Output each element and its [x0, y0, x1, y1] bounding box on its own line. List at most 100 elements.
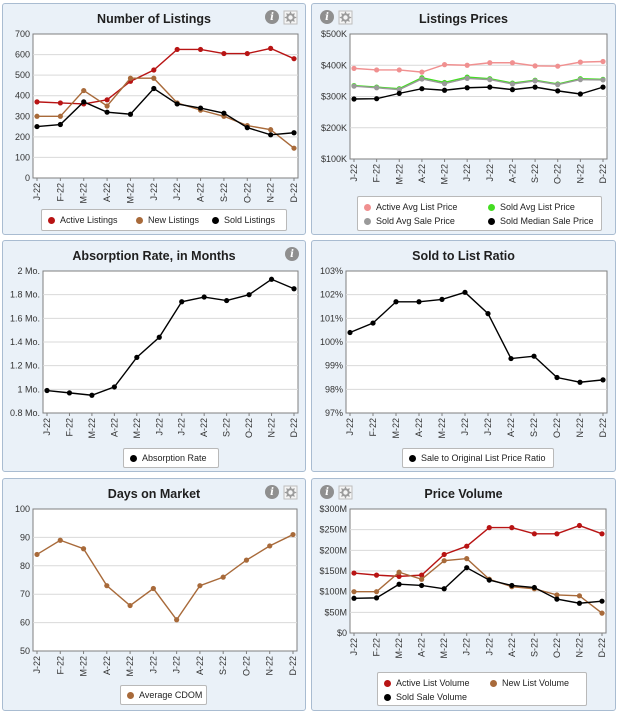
data-point[interactable] [197, 583, 203, 589]
data-point[interactable] [221, 110, 227, 116]
data-point[interactable] [244, 125, 250, 131]
data-point[interactable] [373, 595, 380, 601]
data-point[interactable] [370, 320, 376, 326]
help-icon[interactable]: i [320, 10, 334, 24]
data-point[interactable] [34, 99, 40, 105]
data-point[interactable] [224, 297, 230, 304]
data-point[interactable] [509, 582, 515, 589]
data-point[interactable] [419, 572, 425, 578]
data-point[interactable] [419, 86, 425, 92]
data-point[interactable] [34, 551, 40, 558]
data-point[interactable] [57, 113, 63, 119]
data-point[interactable] [151, 85, 157, 92]
data-point[interactable] [80, 546, 87, 552]
data-point[interactable] [104, 97, 110, 103]
data-point[interactable] [577, 379, 583, 385]
data-point[interactable] [221, 50, 227, 57]
data-point[interactable] [509, 81, 516, 87]
data-point[interactable] [44, 387, 50, 394]
data-point[interactable] [554, 374, 560, 381]
data-point[interactable] [197, 46, 204, 53]
data-point[interactable] [351, 65, 357, 71]
help-icon[interactable]: i [265, 10, 279, 24]
data-point[interactable] [290, 531, 296, 538]
data-point[interactable] [554, 592, 560, 598]
data-point[interactable] [34, 113, 40, 119]
data-point[interactable] [396, 569, 402, 575]
data-point[interactable] [111, 384, 117, 390]
data-point[interactable] [57, 100, 63, 106]
data-point[interactable] [134, 354, 140, 360]
data-point[interactable] [439, 296, 445, 302]
data-point[interactable] [577, 77, 583, 83]
data-point[interactable] [393, 299, 399, 305]
data-point[interactable] [487, 84, 493, 90]
data-point[interactable] [464, 543, 470, 549]
data-point[interactable] [396, 90, 402, 96]
data-point[interactable] [174, 617, 180, 623]
data-point[interactable] [441, 586, 447, 592]
legend-item[interactable]: Sale to Original List Price Ratio [409, 453, 546, 463]
data-point[interactable] [485, 311, 491, 317]
settings-icon[interactable] [283, 485, 298, 500]
data-point[interactable] [419, 76, 425, 82]
data-point[interactable] [201, 294, 207, 300]
data-point[interactable] [351, 83, 357, 89]
legend-item[interactable]: Sold Listings [212, 215, 275, 225]
legend-item[interactable]: Sold Sale Volume [384, 692, 467, 702]
data-point[interactable] [600, 58, 606, 65]
data-point[interactable] [243, 557, 250, 563]
data-point[interactable] [555, 63, 561, 69]
legend-item[interactable]: Sold Avg Sale Price [364, 216, 455, 226]
data-point[interactable] [577, 59, 583, 65]
data-point[interactable] [600, 77, 606, 83]
data-point[interactable] [464, 75, 470, 81]
help-icon[interactable]: i [320, 485, 334, 499]
data-point[interactable] [57, 121, 63, 128]
data-point[interactable] [291, 130, 297, 136]
data-point[interactable] [268, 132, 274, 138]
data-point[interactable] [576, 593, 583, 599]
data-point[interactable] [554, 596, 560, 602]
data-point[interactable] [291, 145, 297, 151]
data-point[interactable] [416, 299, 422, 305]
data-point[interactable] [127, 111, 134, 117]
settings-icon[interactable] [338, 10, 353, 25]
data-point[interactable] [374, 96, 380, 102]
legend-item[interactable]: Sold Median Sale Price [488, 216, 594, 226]
data-point[interactable] [509, 60, 516, 66]
data-point[interactable] [396, 87, 402, 93]
data-point[interactable] [156, 334, 162, 340]
data-point[interactable] [441, 62, 448, 68]
data-point[interactable] [531, 584, 537, 591]
data-point[interactable] [151, 67, 157, 73]
data-point[interactable] [555, 82, 561, 88]
data-point[interactable] [89, 392, 95, 398]
data-point[interactable] [351, 570, 357, 576]
data-point[interactable] [373, 589, 380, 595]
data-point[interactable] [462, 289, 468, 295]
data-point[interactable] [509, 525, 515, 531]
data-point[interactable] [531, 353, 537, 359]
data-point[interactable] [419, 582, 425, 589]
legend-item[interactable]: Absorption Rate [130, 453, 207, 463]
data-point[interactable] [396, 573, 402, 579]
data-point[interactable] [487, 77, 493, 83]
help-icon[interactable]: i [265, 485, 279, 499]
data-point[interactable] [419, 69, 425, 75]
data-point[interactable] [486, 525, 492, 531]
data-point[interactable] [66, 390, 73, 396]
data-point[interactable] [486, 577, 492, 583]
data-point[interactable] [34, 123, 40, 130]
legend-item[interactable]: Sold Avg List Price [488, 202, 575, 212]
legend-item[interactable]: Average CDOM [127, 690, 202, 700]
data-point[interactable] [396, 581, 402, 587]
data-point[interactable] [576, 600, 583, 606]
data-point[interactable] [555, 88, 561, 94]
data-point[interactable] [151, 75, 157, 81]
legend-item[interactable]: Active List Volume [384, 678, 470, 688]
legend-item[interactable]: New Listings [136, 215, 199, 225]
data-point[interactable] [174, 46, 180, 53]
data-point[interactable] [532, 63, 538, 69]
data-point[interactable] [396, 67, 402, 73]
